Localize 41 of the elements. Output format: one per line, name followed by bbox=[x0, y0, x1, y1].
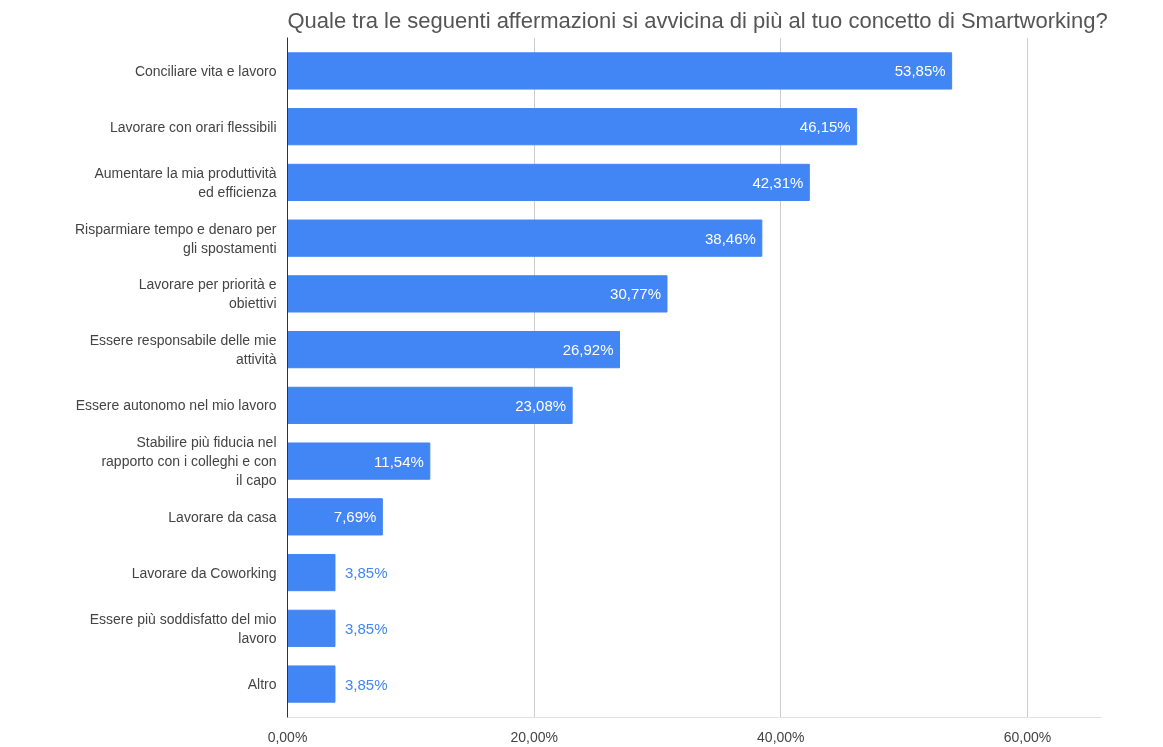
y-tick-label: Essere autonomo nel mio lavoro bbox=[75, 397, 277, 414]
x-tick-label: 40,00% bbox=[757, 728, 805, 745]
data-label: 3,85% bbox=[344, 564, 388, 582]
y-tick-label: Lavorare con orari flessibili bbox=[109, 118, 277, 135]
data-label: 7,69% bbox=[333, 508, 377, 526]
bar bbox=[287, 442, 431, 480]
y-tick-label: Lavorare per priorità e obiettivi bbox=[138, 276, 277, 312]
y-tick-label: Stabilire più fiducia nel rapporto con i colleghi e con il capo bbox=[101, 433, 277, 489]
bar bbox=[287, 219, 763, 257]
data-label: 26,92% bbox=[562, 341, 614, 359]
x-tick-label: 20,00% bbox=[510, 728, 558, 745]
bar bbox=[287, 553, 336, 592]
y-tick-label: Aumentare la mia produttività ed efficienza bbox=[94, 164, 277, 201]
bar bbox=[287, 108, 858, 146]
y-tick-label: Lavorare da Coworking bbox=[131, 564, 277, 581]
chart-title: Quale tra le seguenti affermazioni si avvicina di più al tuo concetto di Smartworking? bbox=[287, 7, 1108, 33]
data-label: 23,08% bbox=[515, 396, 567, 414]
data-label: 3,85% bbox=[344, 619, 388, 637]
x-tick-label: 0,00% bbox=[267, 728, 308, 745]
bar bbox=[287, 665, 336, 703]
data-label: 38,46% bbox=[704, 229, 756, 247]
data-label: 3,85% bbox=[344, 675, 388, 693]
data-label: 11,54% bbox=[374, 452, 424, 470]
x-tick-label: 60,00% bbox=[1003, 728, 1052, 745]
data-label: 46,15% bbox=[799, 118, 851, 136]
bar bbox=[287, 386, 573, 424]
y-tick-label: Essere responsabile delle mie attività bbox=[89, 332, 277, 368]
y-tick-label: Essere più soddisfatto del mio lavoro bbox=[89, 610, 277, 646]
bar bbox=[287, 331, 621, 369]
bar bbox=[287, 163, 810, 202]
data-label: 53,85% bbox=[894, 62, 946, 80]
y-tick-label: Lavorare da casa bbox=[168, 508, 277, 525]
bar bbox=[287, 609, 336, 647]
data-label: 42,31% bbox=[752, 173, 804, 191]
y-tick-label: Risparmiare tempo e denaro per gli spostamenti bbox=[74, 220, 277, 256]
data-label: 30,77% bbox=[610, 285, 661, 303]
bar bbox=[287, 498, 383, 536]
bar bbox=[287, 275, 668, 313]
y-tick-label: Altro bbox=[247, 676, 277, 693]
y-tick-label: Conciliare vita e lavoro bbox=[134, 62, 277, 79]
bar bbox=[287, 52, 953, 90]
